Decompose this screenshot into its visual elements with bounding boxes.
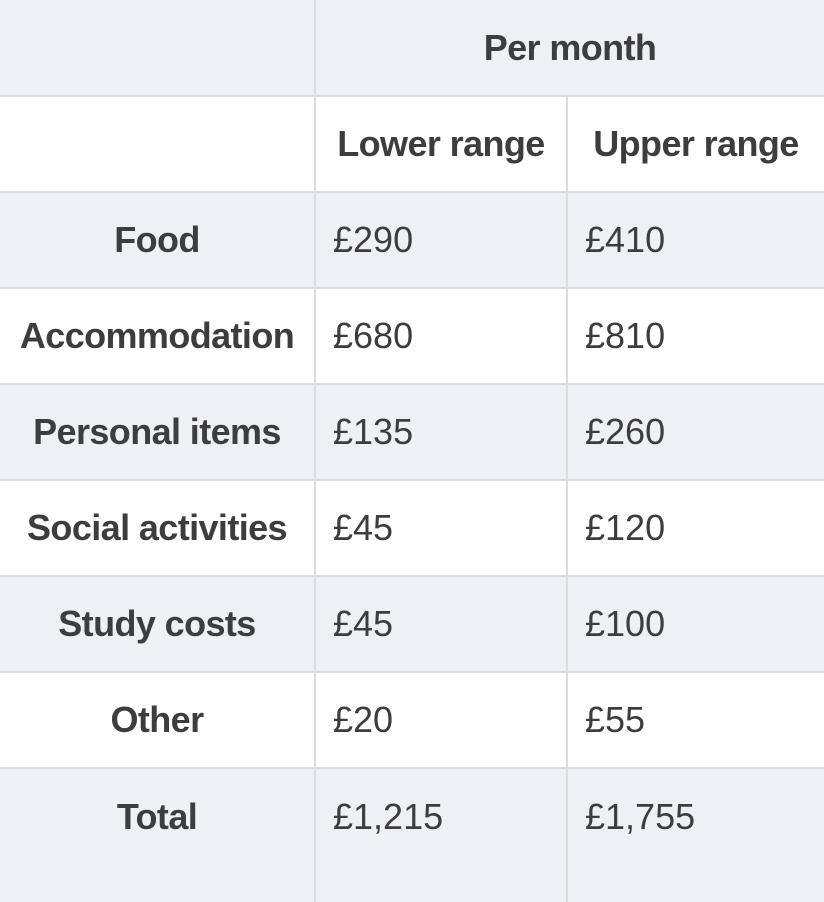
table-row-accommodation: Accommodation £680 £810 [0,289,824,385]
upper-range-value: £120 [585,507,666,548]
table-row-other: Other £20 £55 [0,673,824,769]
row-label: Personal items [0,385,316,479]
upper-range-header: Upper range [593,123,799,164]
table-row-study-costs: Study costs £45 £100 [0,577,824,673]
upper-range-value: £410 [585,219,666,260]
row-label: Social activities [0,481,316,575]
table-row-social-activities: Social activities £45 £120 [0,481,824,577]
upper-range-value: £260 [585,411,666,452]
table-row-total: Total £1,215 £1,755 [0,769,824,902]
lower-range-value: £45 [316,481,568,575]
lower-range-value: £680 [316,289,568,383]
row-label: Accommodation [0,289,316,383]
header-row-ranges: Lower range Upper range [0,97,824,193]
row-label: Other [0,673,316,767]
header-row-per-month: Per month [0,0,824,97]
empty-header-cell [0,97,316,191]
empty-corner-cell [0,0,316,95]
lower-range-header: Lower range [316,97,568,191]
row-label: Study costs [0,577,316,671]
lower-range-value: £1,215 [316,769,568,902]
row-label: Total [0,769,316,902]
lower-range-value: £135 [316,385,568,479]
table-row-personal-items: Personal items £135 £260 [0,385,824,481]
upper-range-value: £1,755 [585,796,696,837]
lower-range-value: £290 [316,193,568,287]
per-month-header: Per month [483,26,657,68]
lower-range-value: £45 [316,577,568,671]
upper-range-value: £810 [585,315,666,356]
lower-range-value: £20 [316,673,568,767]
table-row-food: Food £290 £410 [0,193,824,289]
upper-range-value: £55 [585,699,646,740]
row-label: Food [0,193,316,287]
upper-range-value: £100 [585,603,666,644]
